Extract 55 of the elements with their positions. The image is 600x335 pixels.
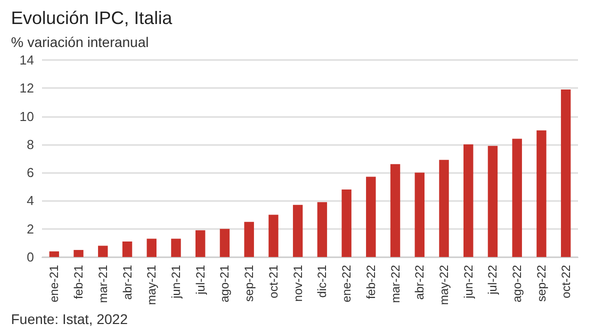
bar	[244, 222, 254, 257]
x-tick-label: abr-22	[412, 264, 427, 300]
x-tick-label: nov-21	[290, 264, 305, 302]
bar	[171, 238, 181, 257]
y-tick-label: 10	[20, 108, 34, 124]
x-tick-label: may-21	[144, 264, 159, 306]
x-tick-label: ene-21	[47, 264, 62, 302]
bar	[220, 228, 230, 257]
x-tick-label: abr-21	[120, 264, 134, 300]
bar	[146, 238, 157, 257]
bar	[488, 146, 498, 257]
bar	[390, 164, 400, 257]
x-tick-label: feb-22	[364, 264, 378, 300]
bar	[439, 160, 449, 257]
chart-subtitle: % variación interanual	[11, 34, 149, 50]
bar	[292, 204, 303, 257]
bar	[512, 138, 522, 257]
bar	[268, 214, 278, 257]
x-tick-label: jun-21	[169, 264, 183, 300]
y-tick-label: 0	[26, 250, 34, 264]
bar	[74, 250, 84, 257]
y-tick-label: 12	[20, 80, 34, 96]
bar	[560, 90, 571, 257]
bar	[317, 202, 328, 257]
bar	[463, 144, 474, 257]
y-tick-label: 8	[26, 136, 34, 152]
y-tick-label: 2	[26, 221, 34, 236]
chart-title: Evolución IPC, Italia	[11, 8, 174, 28]
source-note: Fuente: Istat, 2022	[11, 311, 128, 327]
y-tick-label: 6	[26, 165, 34, 180]
x-tick-label: ago-22	[510, 264, 524, 302]
x-tick-label: sep-22	[534, 264, 548, 302]
x-tick-label: mar-21	[96, 264, 110, 304]
bar	[195, 230, 206, 257]
x-tick-label: oct-22	[558, 264, 573, 298]
x-tick-label: may-22	[437, 264, 451, 306]
x-tick-label: ene-22	[340, 264, 354, 302]
bar	[414, 172, 425, 257]
x-tick-label: jun-22	[461, 264, 476, 300]
y-tick-label: 4	[26, 193, 34, 208]
x-tick-label: jul-21	[193, 264, 208, 296]
x-tick-label: mar-22	[388, 264, 402, 304]
bar	[98, 246, 108, 257]
bar	[536, 130, 546, 257]
bar	[366, 176, 376, 257]
x-tick-label: oct-21	[266, 264, 280, 298]
bar	[49, 251, 60, 257]
x-tick-label: feb-21	[72, 264, 86, 300]
x-tick-label: dic-21	[315, 264, 330, 298]
y-tick-label: 14	[20, 52, 34, 68]
x-tick-label: jul-22	[486, 264, 500, 296]
x-tick-label: sep-21	[242, 264, 256, 302]
bar	[342, 189, 352, 257]
bar	[122, 242, 132, 257]
x-tick-label: ago-21	[218, 264, 232, 302]
